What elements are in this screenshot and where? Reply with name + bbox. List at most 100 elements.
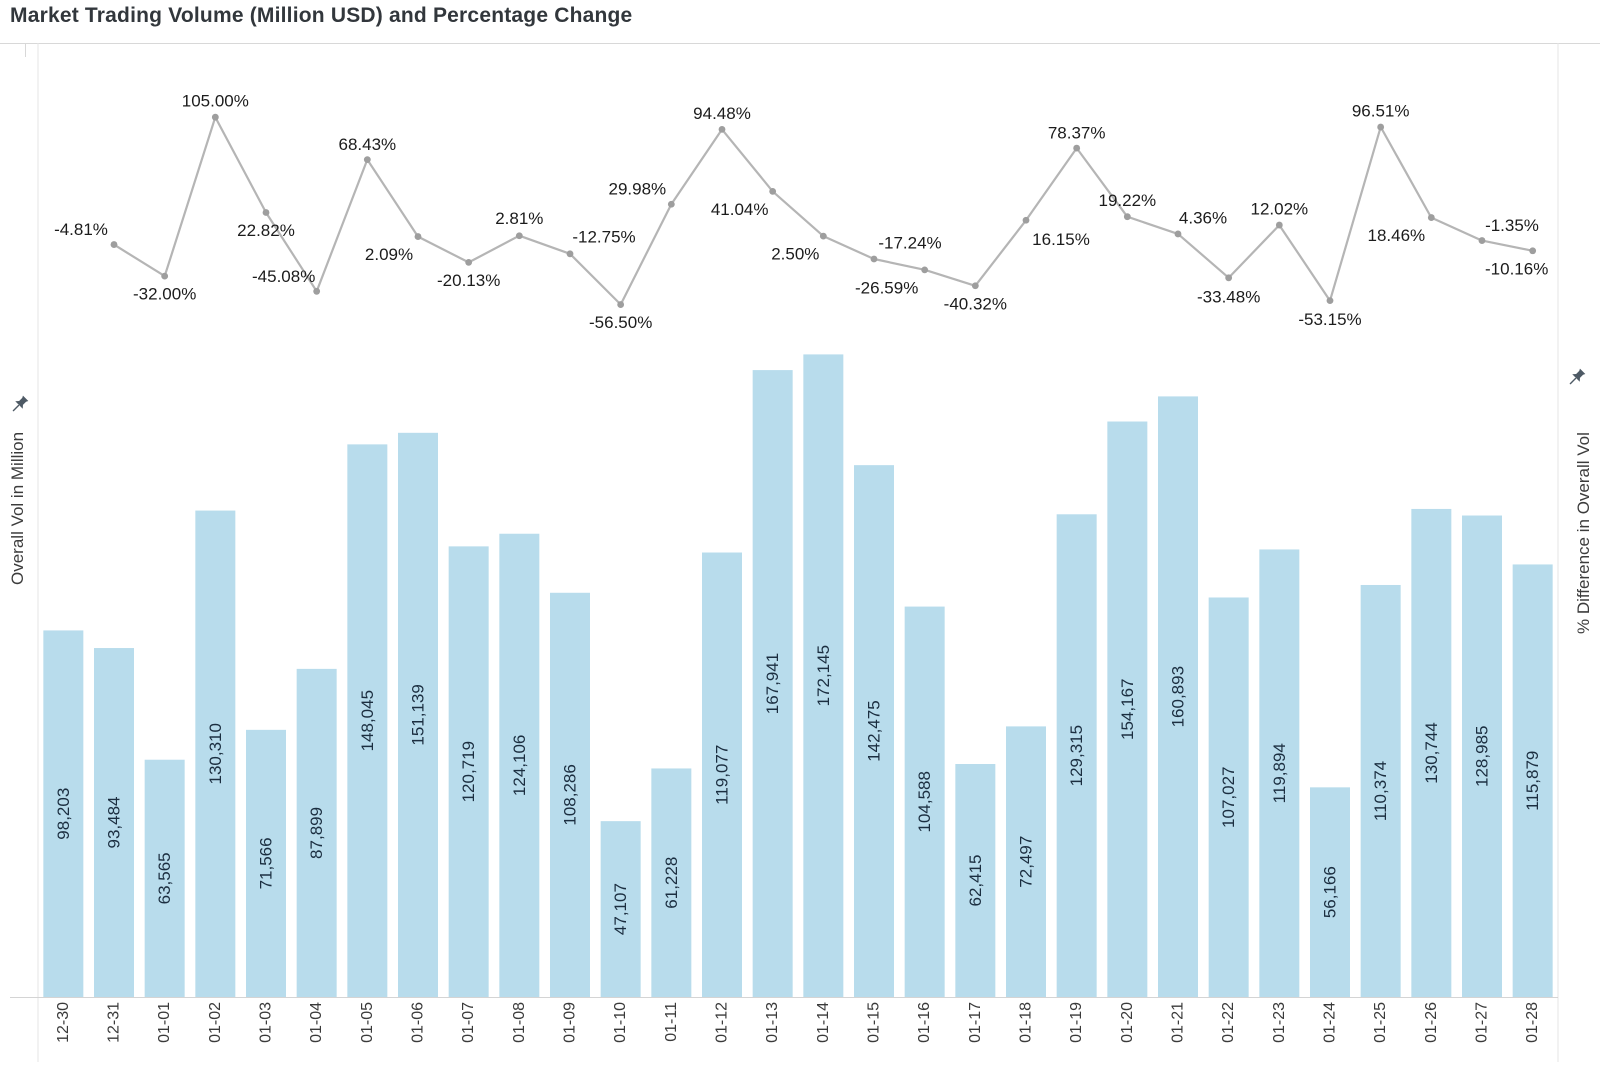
pct-label-01-10: -56.50% [589, 313, 652, 332]
line-marker-01-10[interactable] [617, 301, 625, 308]
bar-value-label-01-22: 107,027 [1219, 767, 1238, 828]
bar-01-20[interactable] [1107, 421, 1148, 997]
pct-label-01-13: 41.04% [711, 200, 769, 219]
pct-label-01-02: 105.00% [182, 92, 249, 111]
bar-value-label-01-14: 172,145 [814, 645, 833, 706]
bar-value-label-01-27: 128,985 [1473, 726, 1492, 787]
line-marker-01-21[interactable] [1174, 230, 1182, 238]
x-tick-label-01-27: 01-27 [1474, 1002, 1491, 1043]
bar-value-label-01-21: 160,893 [1169, 666, 1188, 727]
pct-label-01-26: 18.46% [1367, 226, 1425, 245]
bar-01-07[interactable] [448, 546, 489, 997]
bar-01-27[interactable] [1462, 515, 1502, 997]
x-tick-label-01-13: 01-13 [764, 1002, 781, 1043]
pct-label-01-12: 94.48% [693, 104, 751, 123]
bar-01-12[interactable] [702, 552, 742, 997]
bar-01-19[interactable] [1056, 514, 1097, 997]
bar-value-label-01-20: 154,167 [1118, 679, 1137, 740]
line-marker-01-28[interactable] [1529, 247, 1537, 255]
line-marker-01-24[interactable] [1326, 297, 1334, 305]
bar-12-30[interactable] [43, 630, 84, 997]
x-tick-label-01-01: 01-01 [156, 1002, 173, 1043]
line-marker-01-06[interactable] [414, 233, 422, 240]
line-marker-01-05[interactable] [363, 156, 371, 164]
bar-01-04[interactable] [296, 668, 337, 997]
bar-01-21[interactable] [1158, 396, 1198, 997]
line-marker-01-20[interactable] [1123, 213, 1131, 221]
x-tick-label-01-16: 01-16 [916, 1002, 933, 1043]
line-marker-01-04[interactable] [313, 287, 321, 295]
bar-01-11[interactable] [651, 768, 692, 997]
pct-label-01-25: 96.51% [1352, 102, 1410, 121]
pin-icon-right-axis[interactable] [1564, 366, 1588, 390]
pct-label-01-28: -10.16% [1485, 259, 1548, 278]
line-marker-01-03[interactable] [262, 209, 270, 216]
line-marker-01-08[interactable] [515, 232, 523, 240]
bar-01-08[interactable] [499, 533, 540, 997]
line-marker-12-31[interactable] [110, 241, 118, 248]
bar-01-03[interactable] [246, 729, 286, 997]
bar-01-01[interactable] [144, 759, 185, 997]
line-marker-01-27[interactable] [1478, 237, 1486, 244]
bar-value-label-01-05: 148,045 [358, 690, 377, 751]
bar-01-24[interactable] [1310, 787, 1350, 997]
x-tick-label-01-14: 01-14 [815, 1002, 832, 1043]
pct-change-line [113, 116, 1533, 306]
line-marker-01-09[interactable] [566, 250, 574, 258]
bar-value-label-01-15: 142,475 [865, 700, 884, 761]
x-tick-label-01-21: 01-21 [1170, 1002, 1187, 1043]
bar-01-25[interactable] [1360, 584, 1401, 997]
bar-01-13[interactable] [752, 370, 793, 997]
bar-01-15[interactable] [854, 465, 894, 997]
bar-12-31[interactable] [94, 648, 134, 997]
line-marker-01-15[interactable] [870, 255, 878, 263]
chart-title: Market Trading Volume (Million USD) and … [10, 4, 633, 27]
line-marker-01-19[interactable] [1073, 144, 1081, 152]
line-marker-01-17[interactable] [971, 282, 979, 290]
line-marker-01-13[interactable] [769, 187, 777, 195]
bar-01-16[interactable] [904, 606, 945, 997]
x-tick-label-01-15: 01-15 [866, 1002, 883, 1043]
line-marker-01-22[interactable] [1225, 274, 1233, 282]
line-marker-01-02[interactable] [211, 113, 219, 121]
corner-tick [25, 43, 26, 57]
line-marker-01-11[interactable] [667, 200, 675, 208]
bar-value-label-01-19: 129,315 [1067, 725, 1086, 786]
x-tick-label-01-08: 01-08 [511, 1002, 528, 1043]
x-tick-label-01-02: 01-02 [207, 1002, 224, 1043]
bar-value-label-01-03: 71,566 [257, 837, 276, 889]
x-tick-label-01-20: 01-20 [1119, 1002, 1136, 1043]
line-marker-01-01[interactable] [161, 272, 169, 280]
pct-label-01-07: -20.13% [437, 271, 500, 290]
bar-01-22[interactable] [1208, 597, 1249, 997]
line-marker-01-23[interactable] [1275, 221, 1283, 229]
line-marker-01-16[interactable] [921, 266, 929, 274]
line-marker-01-12[interactable] [718, 126, 726, 133]
pct-label-01-17: -40.32% [944, 294, 1007, 313]
line-marker-01-26[interactable] [1427, 214, 1435, 221]
line-marker-01-18[interactable] [1022, 216, 1030, 224]
bar-01-17[interactable] [955, 764, 996, 997]
bar-01-28[interactable] [1512, 564, 1553, 997]
bar-01-10[interactable] [600, 821, 641, 997]
bar-value-label-01-16: 104,588 [915, 771, 934, 832]
x-tick-label-01-04: 01-04 [308, 1002, 325, 1043]
x-tick-label-01-19: 01-19 [1068, 1002, 1085, 1043]
line-marker-01-25[interactable] [1377, 123, 1385, 131]
bar-01-06[interactable] [398, 432, 438, 997]
bar-01-05[interactable] [347, 444, 388, 997]
line-marker-01-07[interactable] [465, 258, 473, 266]
pin-icon-left-axis[interactable] [7, 393, 31, 417]
bar-01-09[interactable] [550, 592, 590, 997]
bar-01-26[interactable] [1411, 508, 1452, 997]
right-axis-title: % Difference in Overall Vol [1574, 432, 1593, 634]
pct-label-01-15: -17.24% [878, 233, 941, 252]
bar-01-02[interactable] [195, 510, 236, 997]
bar-01-14[interactable] [803, 354, 844, 997]
bar-value-label-01-28: 115,879 [1523, 751, 1542, 811]
line-marker-01-14[interactable] [819, 232, 827, 240]
bar-01-18[interactable] [1006, 726, 1046, 997]
bar-01-23[interactable] [1259, 549, 1300, 997]
